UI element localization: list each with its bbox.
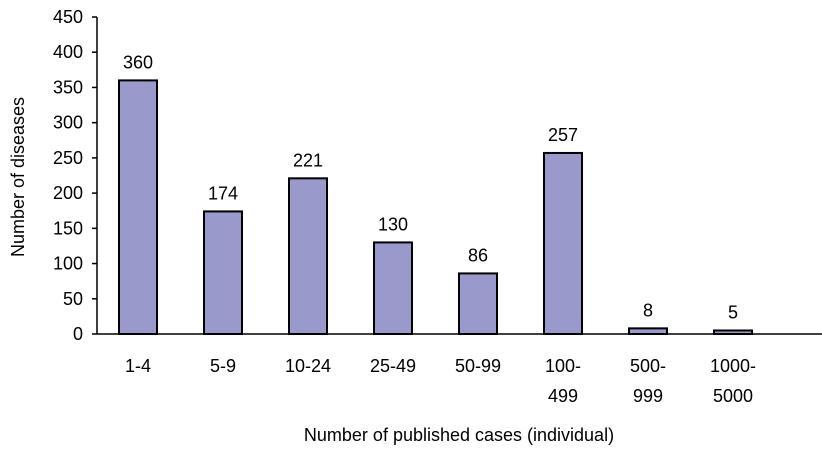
data-label: 360 (123, 52, 153, 72)
x-tick-label: 5-9 (210, 356, 236, 376)
x-axis: 1-4 5-9 10-24 25-49 50-99 100-499 500-999 1000-… (97, 333, 822, 406)
data-label: 221 (293, 150, 323, 170)
y-tick-label: 0 (73, 324, 83, 344)
x-tick-label: 100-499 (545, 356, 581, 406)
y-tick-label: 150 (53, 218, 83, 238)
y-axis-title: Number of diseases (8, 97, 28, 257)
bars (118, 79, 753, 336)
y-tick-label: 400 (53, 42, 83, 62)
y-tick-label: 350 (53, 77, 83, 97)
bar (288, 177, 328, 335)
y-tick-label: 200 (53, 183, 83, 203)
data-label: 257 (548, 125, 578, 145)
bar (458, 272, 498, 336)
x-tick-label: 50-99 (455, 356, 501, 376)
data-label: 130 (378, 214, 408, 234)
y-tick-label: 50 (63, 289, 83, 309)
data-label: 5 (728, 302, 738, 322)
data-label: 8 (643, 300, 653, 320)
x-tick-label: 500-999 (630, 356, 666, 406)
y-tick-label: 250 (53, 148, 83, 168)
x-tick-label: 1000-5000 (710, 356, 756, 406)
bar (628, 327, 668, 335)
bar (543, 151, 583, 335)
bar (118, 79, 158, 336)
data-label: 174 (208, 183, 238, 203)
y-tick-label: 300 (53, 113, 83, 133)
data-label: 86 (468, 245, 488, 265)
x-tick-label: 10-24 (285, 356, 331, 376)
data-labels: 360 174 221 130 86 257 8 5 (123, 52, 738, 322)
y-axis: 0 50 100 150 200 250 300 350 400 450 (53, 7, 98, 344)
y-tick-label: 450 (53, 7, 83, 27)
x-axis-title: Number of published cases (individual) (304, 425, 614, 445)
y-tick-label: 100 (53, 254, 83, 274)
bar (373, 241, 413, 335)
bar (203, 210, 243, 335)
x-tick-label: 1-4 (125, 356, 151, 376)
x-tick-label: 25-49 (370, 356, 416, 376)
